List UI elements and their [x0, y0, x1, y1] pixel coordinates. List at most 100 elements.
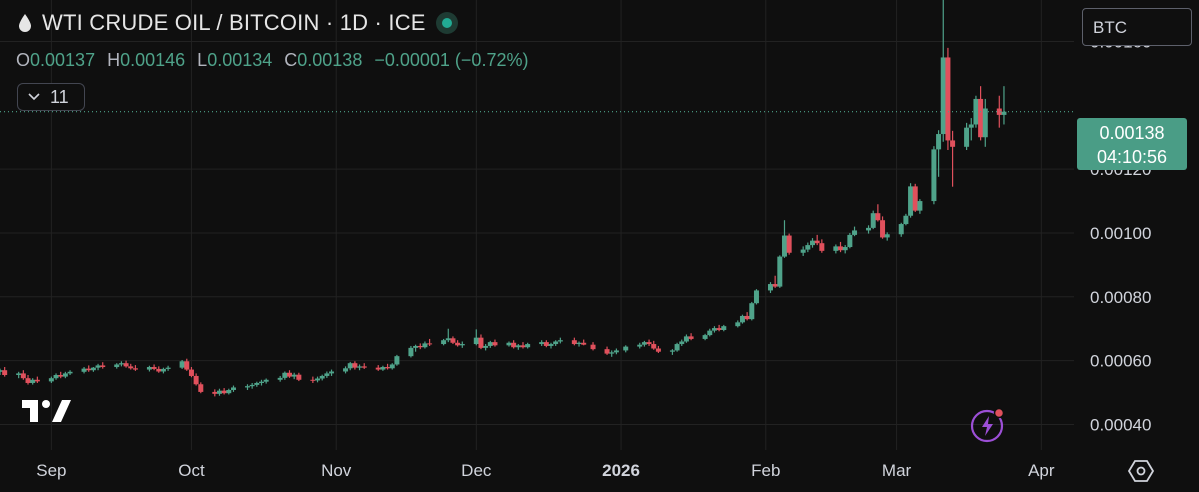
candle-body	[866, 227, 872, 231]
candle	[767, 282, 773, 293]
candle-body	[254, 382, 260, 385]
candle	[114, 363, 120, 369]
candle-body	[394, 356, 400, 365]
candle-body	[847, 234, 853, 248]
bar-countdown: 04:10:56	[1096, 147, 1168, 167]
candle	[343, 366, 349, 374]
candle	[375, 365, 381, 371]
candle-body	[800, 249, 806, 253]
open-label: O	[16, 50, 31, 70]
candle	[539, 340, 545, 346]
candle	[753, 289, 759, 305]
candle	[221, 388, 227, 395]
x-tick-label: Mar	[882, 461, 912, 480]
candle-body	[898, 224, 904, 235]
candle	[492, 339, 498, 347]
candle-body	[781, 235, 787, 257]
candle	[249, 382, 255, 389]
candle	[100, 362, 106, 369]
candle	[875, 204, 881, 222]
candle	[53, 373, 59, 380]
candle-body	[613, 350, 619, 353]
candle-body	[277, 377, 283, 380]
price-axis[interactable]: 0.000400.000600.000800.001000.001200.001…	[1090, 32, 1151, 434]
candle	[62, 371, 68, 379]
candle-body	[964, 127, 970, 147]
candle-body	[123, 363, 129, 367]
candle	[525, 342, 531, 349]
candle-body	[146, 367, 152, 370]
candle	[417, 343, 423, 350]
candle-body	[917, 201, 923, 211]
candle-body	[310, 379, 316, 381]
candle-body	[646, 342, 652, 345]
candle	[165, 365, 171, 371]
x-tick-label: Nov	[321, 461, 352, 480]
candle-body	[548, 344, 554, 346]
candle-body	[707, 330, 713, 336]
candle	[847, 232, 853, 249]
high-value: 0.00146	[120, 50, 186, 70]
candle-body	[118, 363, 124, 365]
candle-body	[455, 342, 461, 346]
lightning-alert-icon[interactable]	[970, 407, 1006, 443]
candle-body	[641, 342, 647, 345]
candle-body	[880, 220, 886, 238]
candle-body	[0, 370, 3, 372]
indicators-count: 11	[50, 86, 69, 107]
candle-body	[132, 368, 138, 370]
candle	[216, 388, 222, 396]
candle-body	[749, 303, 755, 320]
candle	[291, 372, 297, 380]
candle	[459, 341, 465, 348]
last-price-label: 0.00138 04:10:56	[1077, 118, 1187, 170]
candle	[478, 334, 484, 350]
time-axis[interactable]: Sep Oct Nov Dec 2026 Feb Mar Apr	[36, 461, 1055, 480]
candle-body	[16, 373, 22, 375]
candle	[646, 339, 652, 346]
candle-body	[128, 366, 134, 369]
candle-body	[609, 352, 615, 354]
candle-body	[520, 345, 526, 348]
candle	[707, 328, 713, 337]
candle-body	[576, 342, 582, 345]
currency-button[interactable]: BTC	[1082, 8, 1192, 46]
x-tick-label: Oct	[178, 461, 205, 480]
candle	[296, 372, 302, 382]
candle	[198, 382, 204, 394]
candle	[408, 345, 414, 358]
candle-body	[483, 345, 489, 348]
candle	[880, 216, 886, 239]
candle	[483, 344, 489, 351]
indicators-toggle-button[interactable]: 11	[17, 83, 85, 111]
symbol-title[interactable]: WTI CRUDE OIL / BITCOIN · 1D · ICE	[42, 10, 426, 35]
candle-body	[487, 342, 493, 346]
candle-body	[459, 344, 465, 346]
y-tick-label: 0.00040	[1090, 415, 1151, 434]
candle-body	[212, 391, 218, 394]
market-status-icon[interactable]	[435, 12, 458, 34]
candle-body	[978, 98, 984, 138]
candle	[515, 344, 521, 350]
candle	[838, 241, 844, 253]
candle	[487, 340, 493, 348]
candle-body	[25, 378, 31, 383]
candle-body	[282, 372, 288, 378]
candle	[777, 255, 783, 288]
candle	[282, 371, 288, 380]
candle-body	[833, 246, 839, 251]
candle-body	[842, 247, 848, 251]
candle	[814, 234, 820, 246]
settings-icon[interactable]	[1127, 458, 1155, 484]
candle-body	[590, 344, 596, 350]
candle-body	[296, 374, 302, 380]
candle	[319, 374, 325, 381]
candle	[160, 367, 166, 374]
tradingview-logo-icon[interactable]	[22, 398, 72, 424]
candle	[427, 338, 433, 346]
candle	[287, 370, 293, 378]
candle	[315, 376, 321, 383]
candle	[852, 226, 858, 237]
candle	[637, 342, 643, 349]
